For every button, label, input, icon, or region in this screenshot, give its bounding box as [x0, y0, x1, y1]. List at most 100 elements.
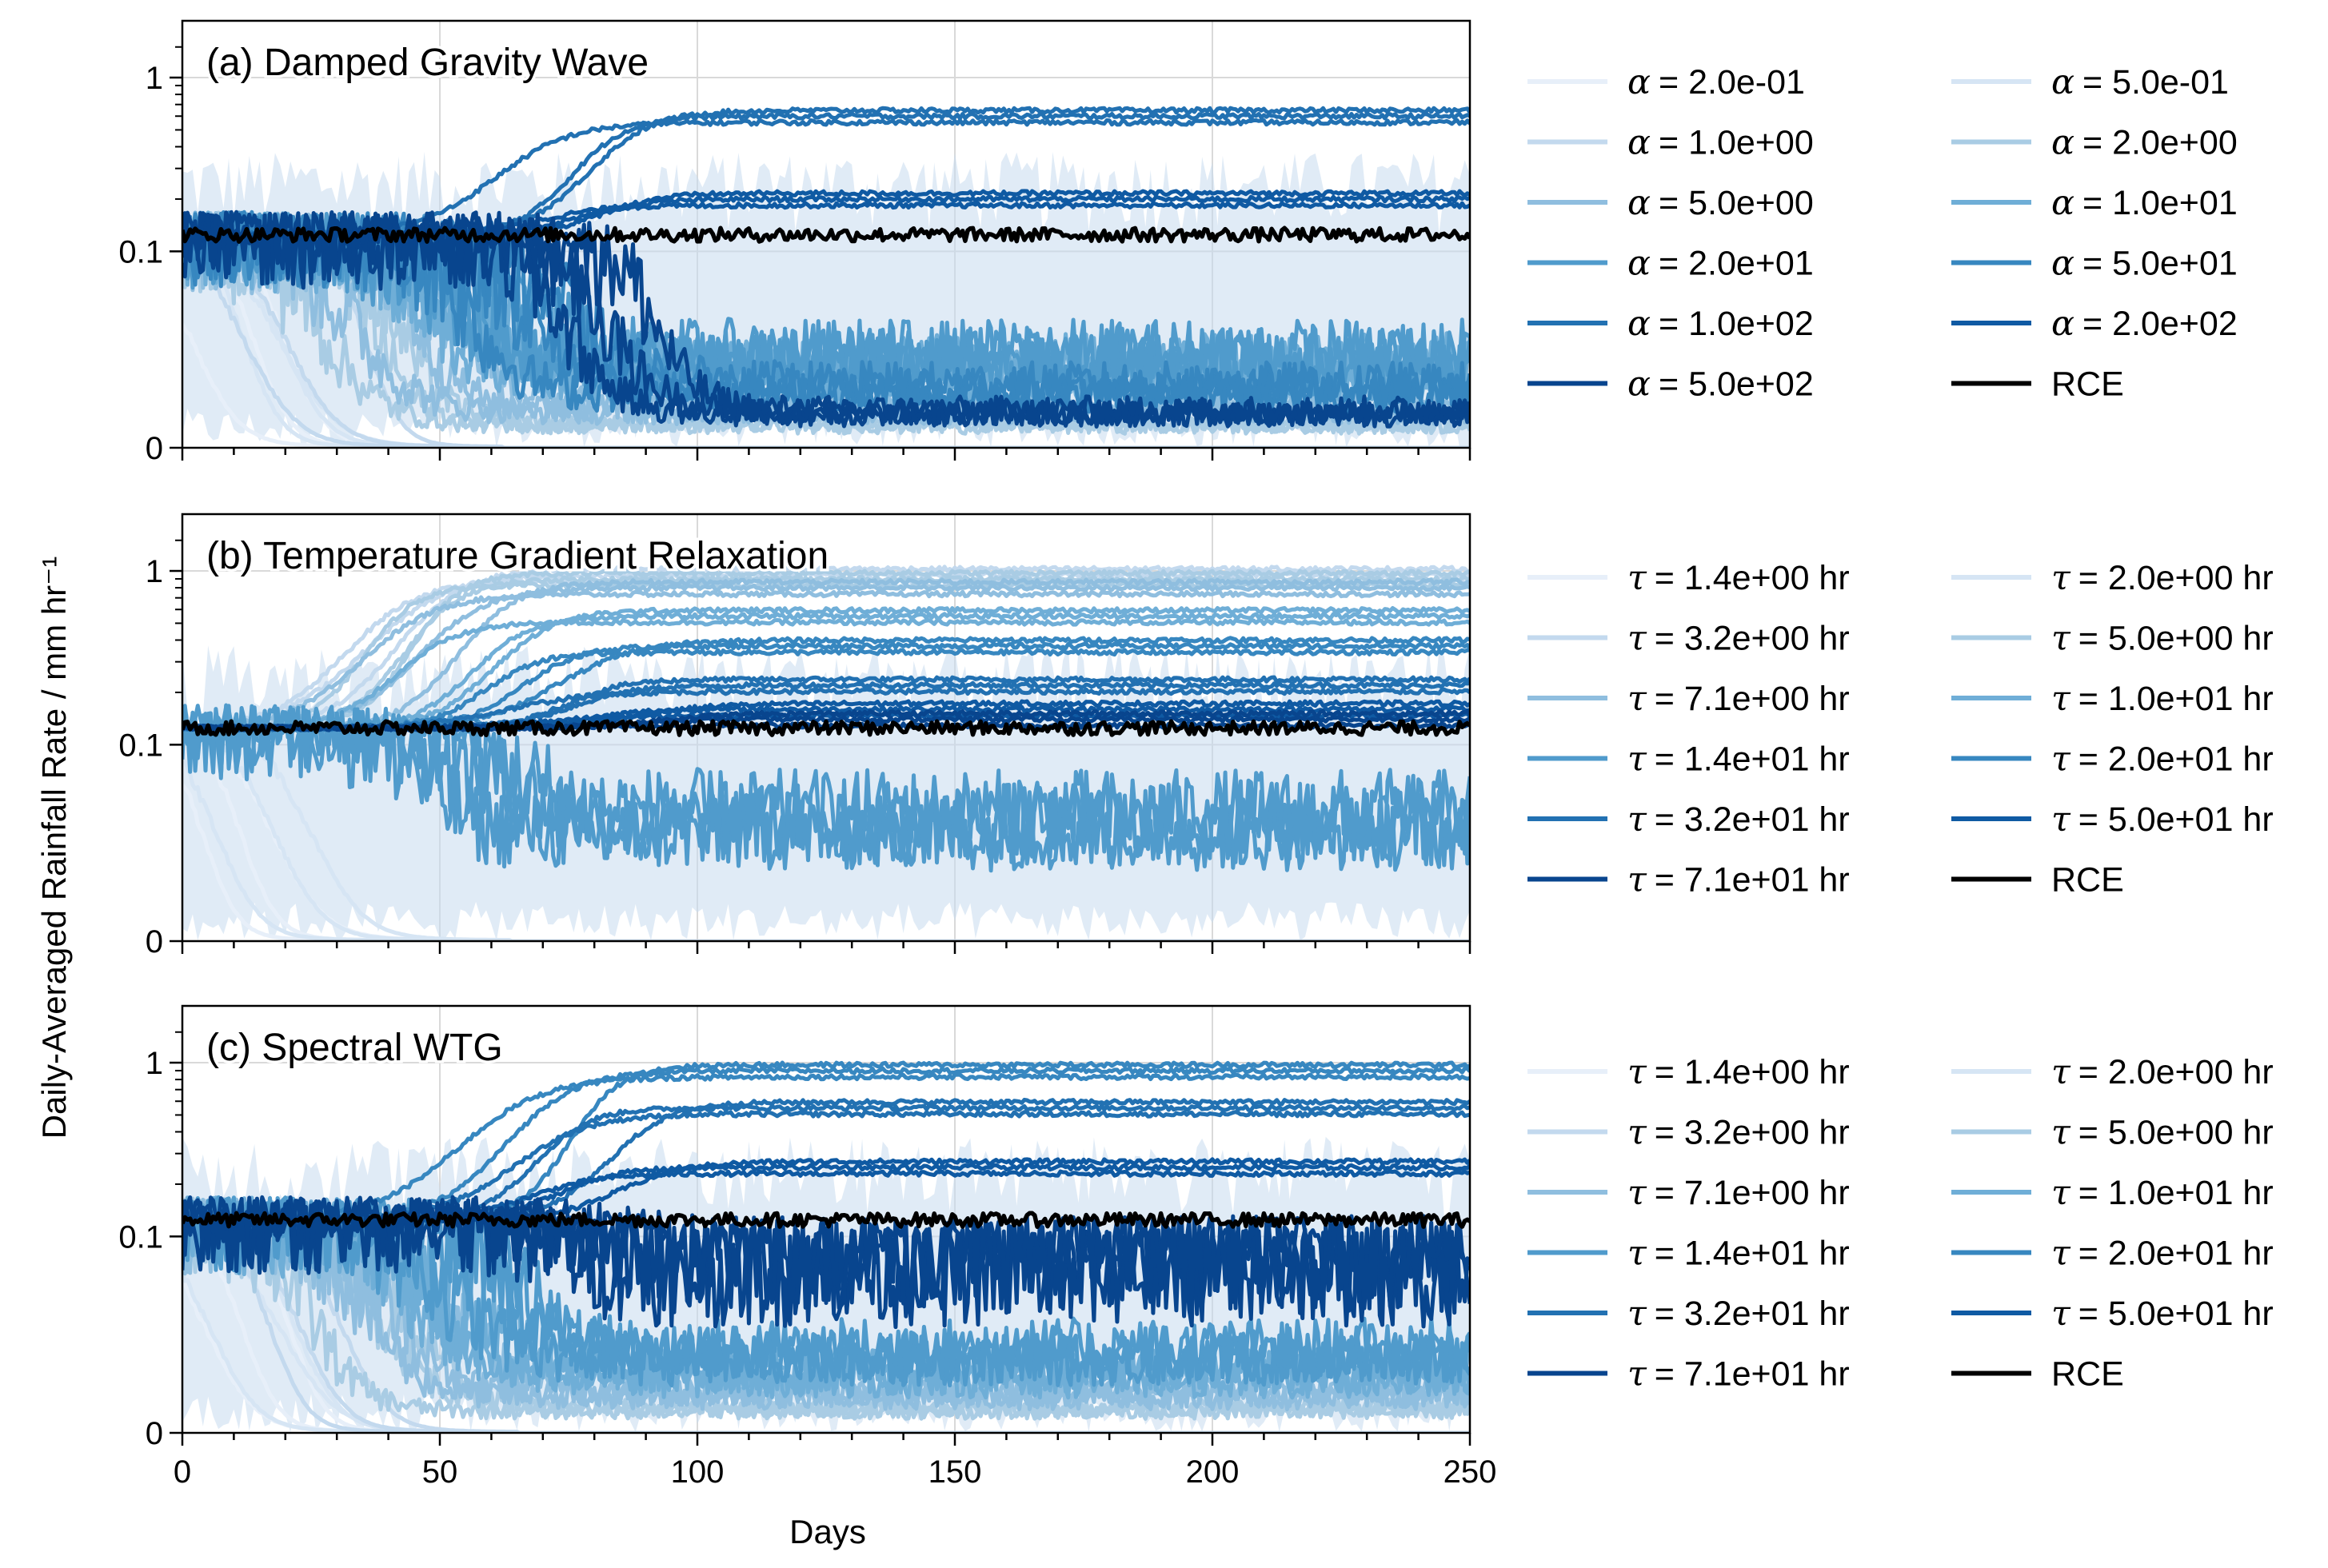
legend-entry: τ = 7.1e+00 hr [1527, 679, 1850, 719]
legend-entry: α = 1.0e+01 [1951, 183, 2238, 223]
legend-symbol: τ [1627, 1173, 1647, 1213]
legend-value: = 3.2e+01 hr [1655, 1295, 1850, 1333]
series-line [182, 704, 1470, 873]
legend-symbol: α [1627, 244, 1651, 284]
y-tick-label: 1 [146, 554, 163, 589]
legend-value: = 7.1e+01 hr [1655, 1355, 1850, 1394]
legend-value: = 1.0e+02 [1659, 305, 1814, 343]
legend-entry: τ = 7.1e+00 hr [1527, 1173, 1850, 1213]
legend-label: τ = 1.4e+00 hr [1627, 1052, 1850, 1092]
legend-symbol: τ [2051, 1173, 2071, 1213]
legend-label: τ = 5.0e+00 hr [2051, 619, 2274, 659]
legend-value: = 1.4e+00 hr [1655, 559, 1850, 597]
legend-value: = 5.0e+00 hr [2078, 1114, 2274, 1152]
legend-label: τ = 1.4e+01 hr [1627, 1234, 1850, 1274]
legend-label: τ = 2.0e+01 hr [2051, 1234, 2274, 1274]
legend-value: = 1.0e+01 hr [2078, 680, 2274, 718]
x-tick-label: 0 [174, 1454, 191, 1490]
legend-label: τ = 2.0e+00 hr [2051, 1052, 2274, 1092]
legend-value: = 1.0e+01 [2082, 184, 2238, 222]
legend-symbol: α [1627, 62, 1651, 102]
legend-label: α = 5.0e+00 [1627, 183, 1814, 223]
legend-label: α = 5.0e+02 [1627, 365, 1814, 405]
legend-label: τ = 3.2e+01 hr [1627, 1294, 1850, 1334]
series-line [182, 726, 1470, 941]
x-tick-label: 100 [671, 1454, 725, 1490]
legend-symbol: τ [1627, 1052, 1647, 1092]
series-line [182, 1211, 1470, 1229]
legend-entry: τ = 7.1e+01 hr [1527, 860, 1850, 900]
legend-entry: RCE [1951, 861, 2124, 900]
legend-entry: τ = 1.0e+01 hr [1951, 679, 2274, 719]
legend-label: τ = 7.1e+01 hr [1627, 1355, 1850, 1394]
legend-symbol: α [2051, 123, 2074, 163]
legend: τ = 1.4e+00 hr τ = 2.0e+00 hrτ = 3.2e+00 hr τ… [1527, 1052, 2274, 1394]
legend-symbol: α [1627, 304, 1651, 344]
legend-symbol: τ [1627, 558, 1647, 598]
series-line [182, 225, 1470, 244]
panel-title: (b) Temperature Gradient Relaxation [206, 535, 829, 577]
legend-symbol: τ [1627, 1355, 1647, 1394]
series-group [182, 106, 1470, 448]
legend-label: τ = 3.2e+00 hr [1627, 619, 1850, 659]
legend-entry: α = 1.0e+02 [1527, 304, 1814, 344]
legend-entry: α = 2.0e+02 [1951, 304, 2238, 344]
legend-label: τ = 2.0e+00 hr [2051, 558, 2274, 598]
legend-label: α = 5.0e+01 [2051, 244, 2238, 284]
legend-label: τ = 7.1e+00 hr [1627, 679, 1850, 719]
y-tick-label: 0.1 [118, 1219, 163, 1255]
legend-label: RCE [2051, 365, 2124, 404]
legend-value: = 2.0e+02 [2082, 305, 2238, 343]
legend-symbol: τ [1627, 619, 1647, 659]
series-line [182, 570, 1470, 730]
legend-value: = 7.1e+00 hr [1655, 680, 1850, 718]
legend-symbol: τ [2051, 1052, 2071, 1092]
legend-value: = 2.0e+00 [2082, 124, 2238, 162]
legend-label: τ = 1.0e+01 hr [2051, 1173, 2274, 1213]
legend-entry: τ = 1.4e+00 hr [1527, 558, 1850, 598]
legend-value: = 2.0e-01 [1659, 63, 1805, 102]
x-tick-label: 200 [1186, 1454, 1240, 1490]
legend-label: τ = 3.2e+01 hr [1627, 800, 1850, 840]
legend-label: α = 5.0e-01 [2051, 62, 2229, 102]
legend-entry: RCE [1951, 365, 2124, 404]
panel-0: 00.11 (a) Damped Gravity Wave α = 2.0e-01 α =… [118, 19, 2238, 466]
legend-symbol: τ [2051, 1294, 2071, 1334]
legend-value: = 5.0e-01 [2082, 63, 2229, 102]
series-group [182, 565, 1470, 941]
legend-value: = 5.0e+00 hr [2078, 620, 2274, 658]
legend-entry: τ = 3.2e+00 hr [1527, 1113, 1850, 1153]
legend-entry: τ = 3.2e+00 hr [1527, 619, 1850, 659]
series-line [182, 731, 1470, 941]
x-axis-label: Days [789, 1513, 866, 1550]
legend-entry: τ = 7.1e+01 hr [1527, 1355, 1850, 1394]
legend-symbol: τ [2051, 1234, 2071, 1274]
legend-value: = 7.1e+01 hr [1655, 861, 1850, 900]
panel-title: (c) Spectral WTG [206, 1027, 503, 1069]
legend-value: = 1.4e+01 hr [1655, 1235, 1850, 1273]
legend-label: α = 1.0e+01 [2051, 183, 2238, 223]
legend-value: = 5.0e+01 [2082, 245, 2238, 283]
legend-label: RCE [2051, 861, 2124, 900]
y-tick-label: 0 [146, 924, 163, 960]
legend-entry: α = 5.0e+00 [1527, 183, 1814, 223]
axes-frame [181, 19, 1471, 449]
y-tick-label: 0.1 [118, 234, 163, 269]
legend-value: = 1.0e+01 hr [2078, 1174, 2274, 1212]
legend-value: = 2.0e+00 hr [2078, 1053, 2274, 1091]
legend-symbol: α [2051, 304, 2074, 344]
legend-symbol: τ [1627, 679, 1647, 719]
axes-frame [181, 1004, 1471, 1434]
legend-label: α = 2.0e+02 [2051, 304, 2238, 344]
legend-symbol: τ [2051, 740, 2071, 780]
legend-value: = 1.4e+01 hr [1655, 740, 1850, 779]
series-line [182, 237, 1470, 448]
x-tick-label: 250 [1444, 1454, 1497, 1490]
legend-value: = 1.4e+00 hr [1655, 1053, 1850, 1091]
legend-label: α = 2.0e+01 [1627, 244, 1814, 284]
series-line [182, 245, 1470, 448]
legend-value: = 2.0e+01 [1659, 245, 1814, 283]
y-tick-label: 0.1 [118, 728, 163, 763]
